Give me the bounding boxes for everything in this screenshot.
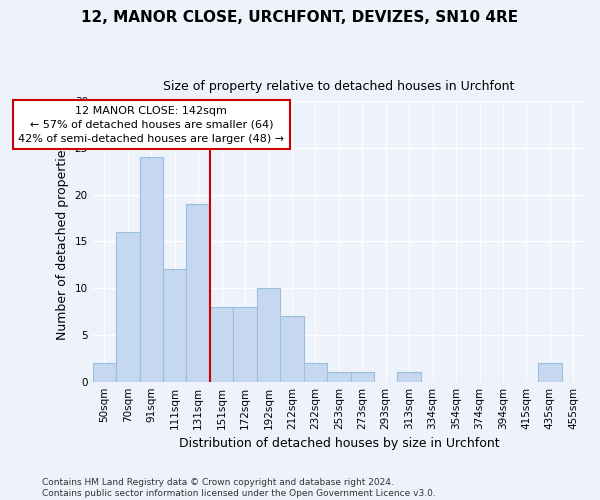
Bar <box>116 232 140 382</box>
Bar <box>304 363 327 382</box>
Bar <box>187 204 210 382</box>
Y-axis label: Number of detached properties: Number of detached properties <box>56 143 69 340</box>
Bar <box>280 316 304 382</box>
Bar <box>397 372 421 382</box>
Bar <box>163 270 187 382</box>
Bar <box>140 157 163 382</box>
Bar <box>210 307 233 382</box>
Bar <box>350 372 374 382</box>
Bar <box>327 372 350 382</box>
Text: 12, MANOR CLOSE, URCHFONT, DEVIZES, SN10 4RE: 12, MANOR CLOSE, URCHFONT, DEVIZES, SN10… <box>82 10 518 25</box>
X-axis label: Distribution of detached houses by size in Urchfont: Distribution of detached houses by size … <box>179 437 499 450</box>
Bar <box>93 363 116 382</box>
Bar <box>233 307 257 382</box>
Text: 12 MANOR CLOSE: 142sqm
← 57% of detached houses are smaller (64)
42% of semi-det: 12 MANOR CLOSE: 142sqm ← 57% of detached… <box>18 106 284 144</box>
Bar <box>538 363 562 382</box>
Bar <box>257 288 280 382</box>
Text: Contains HM Land Registry data © Crown copyright and database right 2024.
Contai: Contains HM Land Registry data © Crown c… <box>42 478 436 498</box>
Title: Size of property relative to detached houses in Urchfont: Size of property relative to detached ho… <box>163 80 515 93</box>
